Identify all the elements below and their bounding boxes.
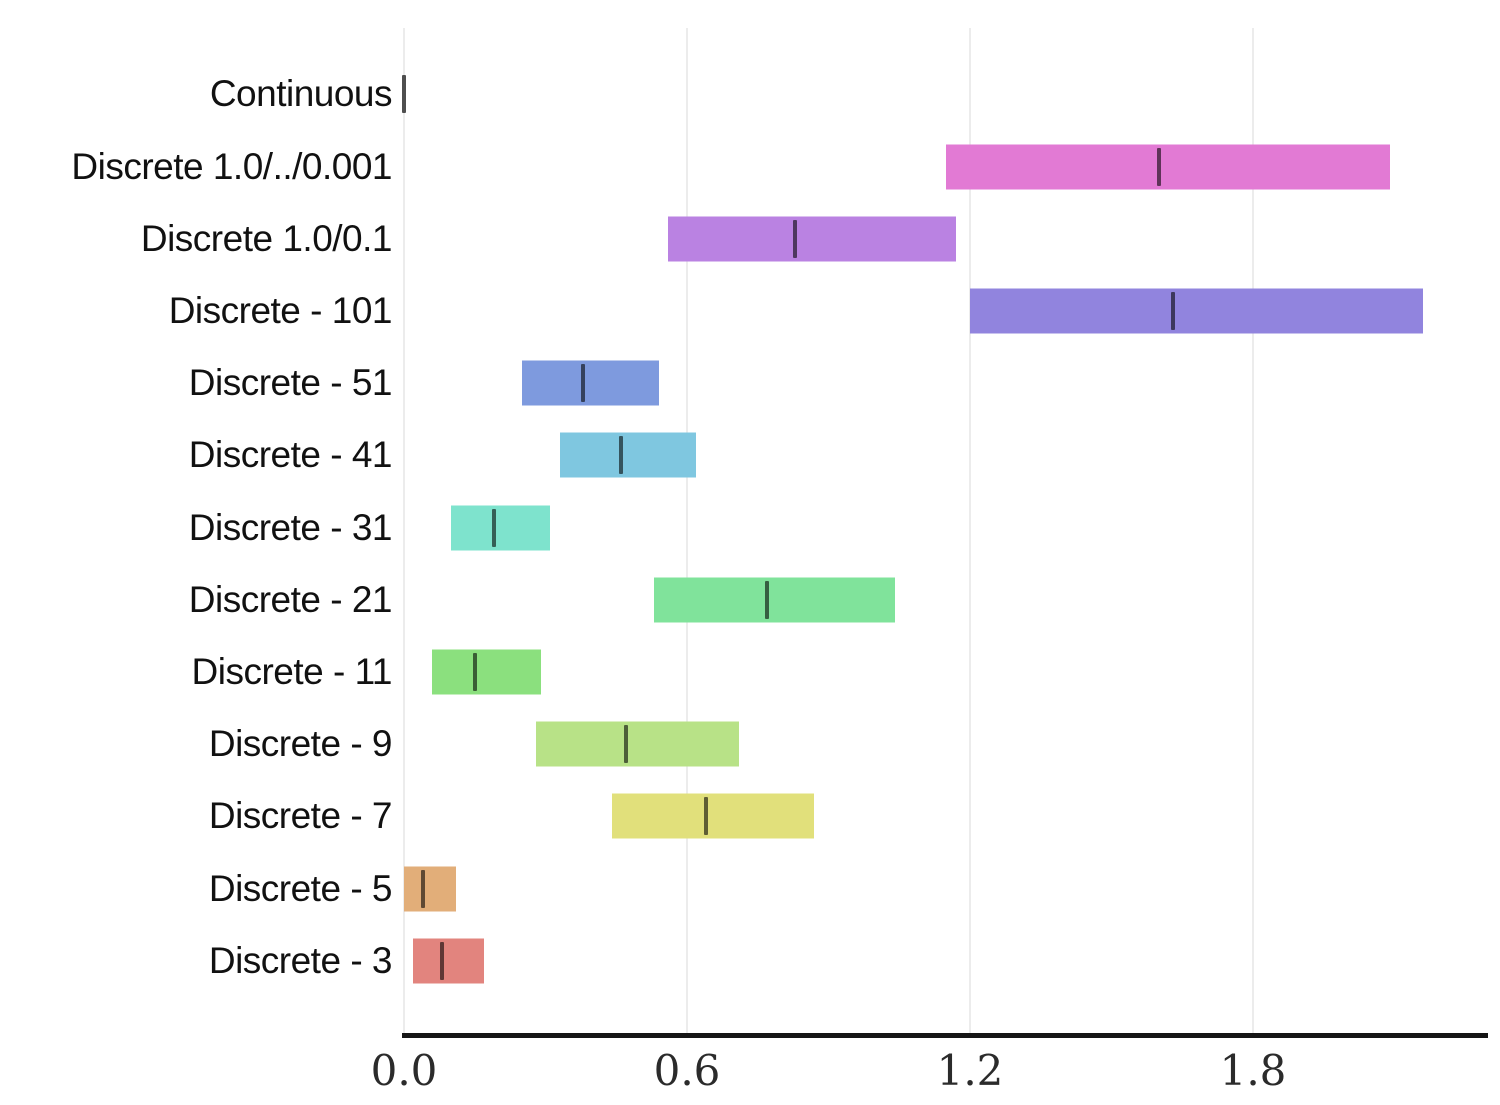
median-tick (581, 364, 586, 403)
y-axis-label: Discrete 1.0/../0.001 (71, 145, 392, 187)
x-tick-label: 1.2 (936, 1046, 1004, 1095)
median-tick (1170, 291, 1175, 330)
range-bar (653, 577, 895, 623)
range-bar (970, 288, 1423, 334)
median-tick (420, 869, 425, 908)
x-gridline (1252, 28, 1254, 1033)
y-axis-label: Discrete - 41 (188, 434, 393, 476)
x-tick-label: 0.0 (370, 1046, 438, 1095)
range-bar (611, 793, 815, 839)
range-bar (451, 505, 551, 550)
y-axis-label: Discrete - 51 (188, 362, 393, 404)
range-bar (559, 432, 697, 478)
range-bar (404, 866, 456, 911)
x-axis-line (402, 1033, 1488, 1038)
y-axis-label: Discrete - 101 (168, 289, 393, 331)
range-bar (536, 721, 739, 767)
y-axis-label: Discrete - 21 (188, 578, 393, 620)
median-tick (703, 797, 708, 836)
x-tick-label: 1.8 (1219, 1046, 1287, 1095)
median-tick (765, 580, 770, 619)
x-gridline (686, 28, 688, 1033)
y-axis-label: Continuous (209, 73, 393, 115)
median-tick (472, 652, 477, 691)
x-gridline (969, 28, 971, 1033)
median-tick (623, 725, 628, 764)
y-axis-label: Discrete - 11 (191, 650, 393, 692)
median-tick (402, 75, 406, 114)
median-tick (793, 219, 798, 258)
range-bar (946, 144, 1390, 189)
y-axis-label: Discrete 1.0/0.1 (140, 217, 393, 259)
y-axis-label: Discrete - 9 (208, 723, 393, 765)
median-tick (491, 508, 496, 547)
median-tick (1156, 147, 1161, 186)
y-axis-label: Discrete - 7 (208, 795, 393, 837)
range-bar (413, 938, 485, 984)
range-bar (432, 649, 541, 695)
range-bar (668, 216, 956, 262)
x-gridline (403, 28, 405, 1033)
median-tick (618, 436, 623, 475)
y-axis-label: Discrete - 3 (208, 939, 393, 981)
y-axis-label: Discrete - 31 (188, 506, 393, 548)
median-tick (439, 941, 444, 980)
y-axis-label: Discrete - 5 (208, 867, 393, 909)
range-bar (521, 360, 659, 406)
x-tick-label: 0.6 (653, 1046, 721, 1095)
